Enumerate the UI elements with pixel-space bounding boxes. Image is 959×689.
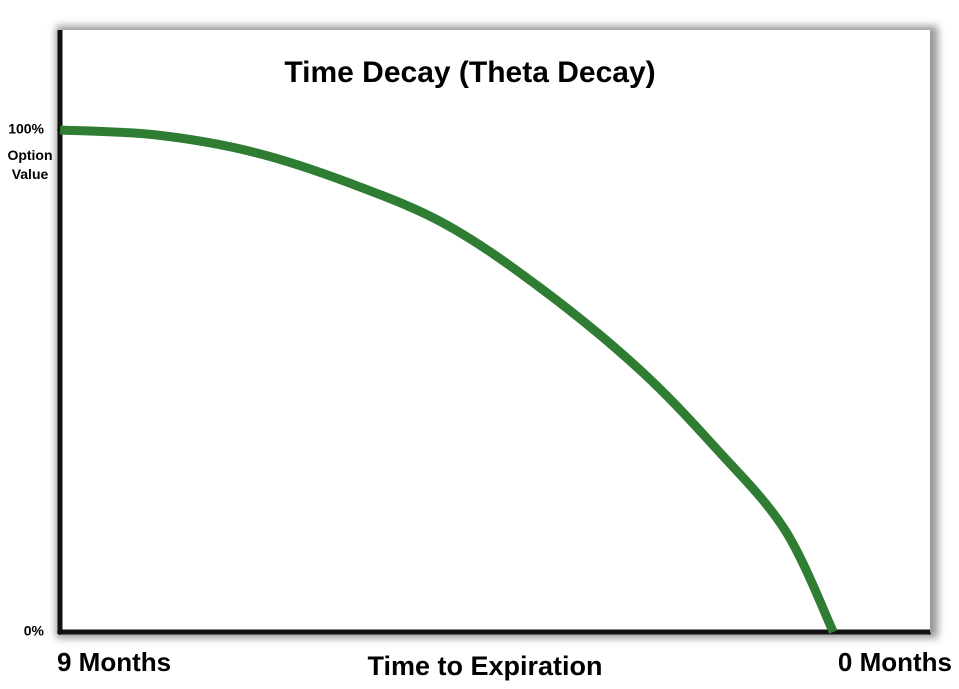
chart-title: Time Decay (Theta Decay) [284,56,655,89]
y-tick-label: 100% [8,121,44,137]
y-axis-label: Option Value [7,147,53,182]
data-line [59,125,838,634]
plot-area [60,30,930,632]
x-tick-label: 0 Months [838,647,952,677]
x-axis-label: Time to Expiration [367,651,602,681]
x-tick-label: 9 Months [57,647,171,677]
y-tick-label: 0% [24,623,45,639]
